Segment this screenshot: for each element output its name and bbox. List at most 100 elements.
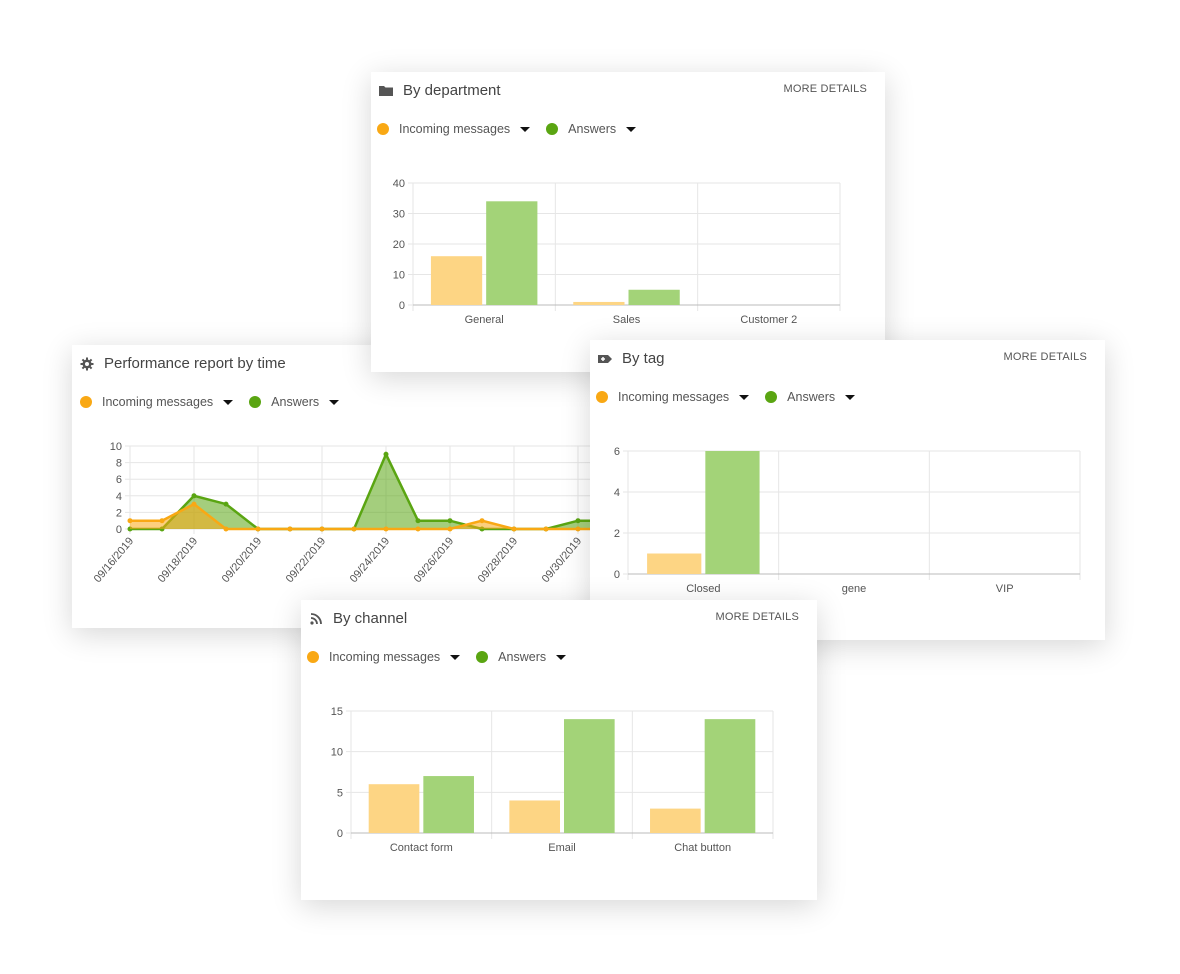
x-tick-label: gene: [842, 583, 866, 595]
y-tick-label: 2: [614, 528, 620, 540]
performance-chart: 0 2 4 6 8 10 09/16/2019 09/18/2019 09/20/2019 09/…: [92, 441, 613, 585]
card-header: By department: [379, 82, 501, 99]
y-tick-label: 15: [331, 706, 343, 718]
more-details-button[interactable]: MORE DETAILS: [1003, 351, 1087, 363]
incoming-point: [415, 526, 421, 532]
card-header: By channel: [309, 610, 407, 627]
incoming-dropdown-caret-icon[interactable]: [520, 126, 531, 132]
legend-answers[interactable]: Answers: [271, 395, 320, 409]
x-tick-label: 09/16/2019: [92, 535, 137, 585]
incoming-legend-dot: [80, 396, 92, 408]
x-tick-label: Closed: [686, 583, 720, 595]
legend-incoming[interactable]: Incoming messages: [618, 390, 730, 404]
answers-dropdown-caret-icon[interactable]: [329, 399, 340, 405]
incoming-dropdown-caret-icon[interactable]: [450, 654, 461, 660]
x-tick-label: 09/22/2019: [284, 535, 329, 585]
answers-dropdown-caret-icon[interactable]: [845, 394, 856, 400]
answers-point: [447, 518, 453, 524]
incoming-point: [255, 526, 261, 532]
answers-bar: [423, 776, 474, 833]
x-tick-label: Contact form: [390, 842, 453, 854]
y-tick-label: 0: [116, 524, 122, 536]
incoming-point: [351, 526, 357, 532]
incoming-bar: [650, 808, 701, 833]
chart-legend: Incoming messages Answers: [377, 122, 652, 136]
department-chart: 0 10 20 30 40 General Sales Customer 2: [393, 178, 841, 326]
x-tick-label: 09/28/2019: [476, 535, 521, 585]
more-details-button[interactable]: MORE DETAILS: [783, 83, 867, 95]
y-tick-label: 40: [393, 178, 405, 190]
card-title: By tag: [622, 350, 665, 367]
incoming-point: [543, 526, 549, 532]
incoming-bar: [430, 256, 483, 305]
incoming-bar: [647, 553, 702, 574]
answers-point: [575, 518, 581, 524]
legend-answers[interactable]: Answers: [787, 390, 836, 404]
incoming-bar: [509, 800, 560, 833]
x-tick-label: 09/20/2019: [220, 535, 265, 585]
card-header: Performance report by time: [80, 355, 286, 372]
channel-chart: 0 5 10 15 Contact form Email Chat button: [331, 706, 774, 854]
legend-answers[interactable]: Answers: [568, 122, 617, 136]
incoming-point: [319, 526, 325, 532]
department-card: By department MORE DETAILS Incoming mess…: [371, 72, 885, 372]
answers-legend-dot: [249, 396, 262, 408]
card-title: By channel: [333, 610, 408, 627]
card-title: Performance report by time: [104, 355, 286, 372]
incoming-point: [479, 518, 485, 524]
y-tick-label: 10: [110, 441, 122, 453]
y-tick-label: 10: [331, 747, 343, 759]
card-header: By tag: [598, 350, 665, 367]
y-tick-label: 8: [116, 458, 122, 470]
chart-legend: Incoming messages Answers: [80, 395, 355, 409]
y-tick-label: 6: [614, 446, 620, 458]
y-tick-label: 0: [337, 828, 343, 840]
x-tick-label: 09/30/2019: [540, 535, 585, 585]
y-tick-label: 4: [614, 487, 620, 499]
y-tick-label: 30: [393, 209, 405, 221]
x-tick-label: General: [465, 314, 504, 326]
more-details-button[interactable]: MORE DETAILS: [715, 611, 799, 623]
incoming-legend-dot: [307, 651, 319, 663]
answers-point: [223, 501, 229, 507]
tag-icon: [598, 354, 612, 363]
answers-dropdown-caret-icon[interactable]: [626, 126, 637, 132]
x-tick-label: Email: [548, 842, 576, 854]
answers-legend-dot: [546, 123, 559, 135]
incoming-legend-dot: [596, 391, 608, 403]
answers-point: [383, 451, 389, 457]
y-tick-label: 2: [116, 507, 122, 519]
card-title: By department: [403, 82, 501, 99]
incoming-line: [130, 502, 610, 531]
x-tick-label: Customer 2: [740, 314, 797, 326]
answers-bar: [704, 719, 756, 833]
y-tick-label: 20: [393, 239, 405, 251]
x-tick-label: Chat button: [674, 842, 731, 854]
incoming-point: [383, 526, 389, 532]
incoming-point: [191, 501, 197, 507]
incoming-point: [159, 518, 165, 524]
legend-incoming[interactable]: Incoming messages: [399, 122, 511, 136]
answers-dropdown-caret-icon[interactable]: [556, 654, 567, 660]
incoming-point: [511, 526, 517, 532]
answers-bar: [628, 289, 680, 305]
legend-incoming[interactable]: Incoming messages: [329, 650, 441, 664]
incoming-dropdown-caret-icon[interactable]: [739, 394, 750, 400]
answers-bar: [564, 719, 615, 833]
y-tick-label: 6: [116, 474, 122, 486]
answers-bar: [486, 201, 538, 305]
legend-incoming[interactable]: Incoming messages: [102, 395, 214, 409]
folder-icon: [379, 85, 393, 96]
answers-point: [415, 518, 421, 524]
legend-answers[interactable]: Answers: [498, 650, 547, 664]
answers-bar: [705, 451, 760, 574]
rss-icon: [310, 612, 322, 625]
y-tick-label: 0: [399, 300, 405, 312]
x-tick-label: 09/18/2019: [156, 535, 201, 585]
incoming-dropdown-caret-icon[interactable]: [223, 399, 234, 405]
incoming-point: [447, 526, 453, 532]
x-tick-label: 09/26/2019: [412, 535, 457, 585]
incoming-point: [223, 526, 229, 532]
answers-point: [191, 493, 197, 499]
tag-card: By tag MORE DETAILS Incoming messages An…: [590, 340, 1105, 640]
